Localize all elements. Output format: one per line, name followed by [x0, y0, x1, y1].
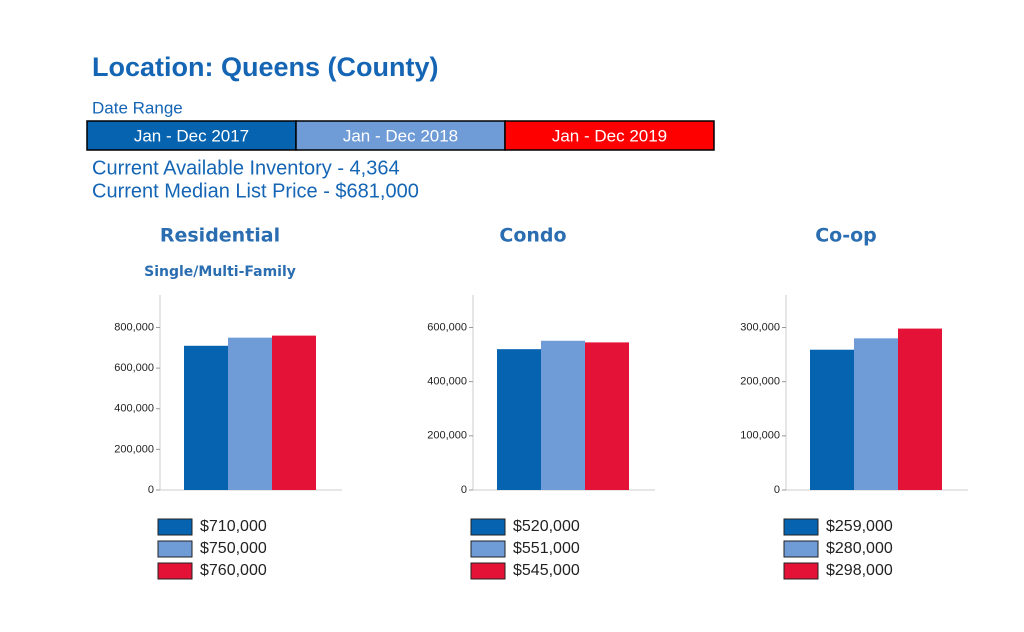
- legend-value-label: $760,000: [200, 562, 267, 579]
- bar: [541, 340, 585, 490]
- bar: [184, 345, 228, 490]
- chart-title: Residential: [160, 225, 280, 247]
- legend-value-label: $710,000: [200, 518, 267, 535]
- date-range-box: [295, 120, 506, 151]
- y-tick-label: 800,000: [114, 321, 154, 333]
- y-tick-label: 400,000: [114, 403, 154, 415]
- date-range-label: Date Range: [92, 98, 183, 117]
- date-range-text: Jan - Dec 2019: [552, 126, 667, 145]
- y-tick-label: 400,000: [427, 376, 467, 388]
- y-tick-label: 200,000: [427, 430, 467, 442]
- y-tick-label: 600,000: [114, 362, 154, 374]
- bar: [585, 342, 629, 490]
- legend-swatch: [470, 562, 506, 580]
- bar: [810, 349, 854, 490]
- legend-swatch: [783, 562, 819, 580]
- legend-value-label: $750,000: [200, 540, 267, 557]
- y-tick-label: 200,000: [114, 443, 154, 455]
- bar: [898, 328, 942, 490]
- chart-title: Condo: [499, 225, 566, 247]
- median-price: Current Median List Price - $681,000: [92, 180, 419, 202]
- inventory: Current Available Inventory - 4,364: [92, 157, 400, 179]
- legend-swatch: [157, 562, 193, 580]
- legend-value-label: $280,000: [826, 540, 893, 557]
- date-range-text: Jan - Dec 2017: [134, 126, 249, 145]
- legend-value-label: $259,000: [826, 518, 893, 535]
- y-tick-label: 200,000: [740, 376, 780, 388]
- legend-value-label: $551,000: [513, 540, 580, 557]
- y-tick-label: 300,000: [740, 321, 780, 333]
- bar: [228, 337, 272, 490]
- date-range-text: Jan - Dec 2018: [343, 126, 458, 145]
- y-tick-label: 100,000: [740, 430, 780, 442]
- y-tick-label: 0: [461, 484, 467, 496]
- legend-swatch: [470, 518, 506, 536]
- legend-value-label: $545,000: [513, 562, 580, 579]
- y-tick-label: 0: [148, 484, 154, 496]
- legend-value-label: $520,000: [513, 518, 580, 535]
- legend-swatch: [470, 540, 506, 558]
- chart-subtitle: Single/Multi-Family: [144, 264, 296, 280]
- legend-swatch: [157, 518, 193, 536]
- chart-title: Co-op: [815, 225, 877, 247]
- legend-swatch: [783, 518, 819, 536]
- bar: [272, 335, 316, 490]
- legend-swatch: [783, 540, 819, 558]
- date-range-box: [504, 120, 715, 151]
- y-tick-label: 600,000: [427, 321, 467, 333]
- date-range-box: [86, 120, 297, 151]
- legend-value-label: $298,000: [826, 562, 893, 579]
- y-tick-label: 0: [774, 484, 780, 496]
- legend-swatch: [157, 540, 193, 558]
- page-title: Location: Queens (County): [92, 52, 439, 82]
- bar: [497, 349, 541, 490]
- bar: [854, 338, 898, 490]
